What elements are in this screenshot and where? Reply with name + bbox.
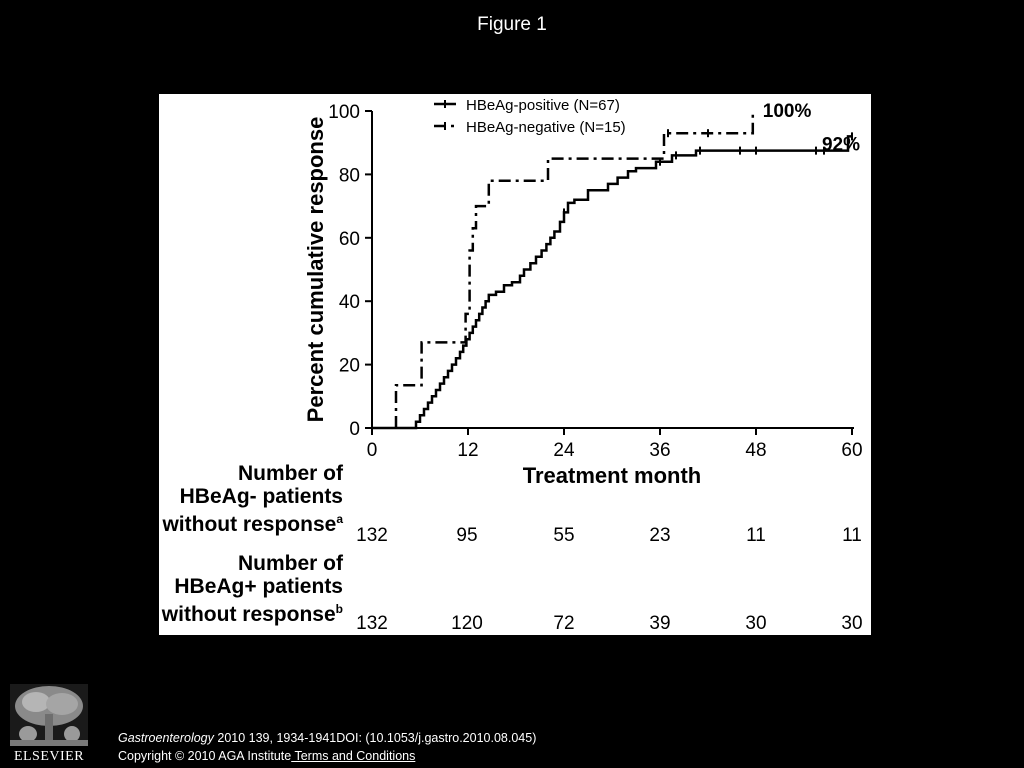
x-tick-label: 0 [367,440,378,461]
end-label-hbeag-negative: 100% [763,101,812,122]
legend-label: HBeAg-positive (N=67) [466,97,620,114]
risk-cell: 39 [649,613,671,634]
y-tick-label: 100 [328,102,360,123]
citation-details: 2010 139, 1934-1941DOI: (10.1053/j.gastr… [213,731,537,745]
x-tick-label: 36 [649,440,670,461]
x-tick-label: 48 [745,440,766,461]
y-tick-label: 60 [339,229,360,250]
footnote-marker: b [335,602,343,616]
risk-label-hbeag-positive: Number of HBeAg+ patients without respon… [162,552,343,626]
end-label-hbeag-positive: 92% [822,134,860,155]
series-line-hbeag-positive [372,135,852,430]
y-tick-label: 80 [339,165,360,186]
series-line-hbeag-negative [394,111,755,428]
y-tick-label: 0 [349,419,360,440]
risk-label-line: without response [162,513,337,536]
elsevier-wordmark: ELSEVIER [13,749,85,764]
y-tick-label: 20 [339,356,360,377]
copyright-text: Copyright © 2010 AGA Institute [118,749,292,763]
x-axis-label: Treatment month [523,463,701,488]
x-tick-label: 12 [457,440,478,461]
risk-row-hbeag-positive: 132 120 72 39 30 30 [159,613,871,637]
risk-cell: 55 [553,525,575,546]
risk-cell: 11 [746,525,766,546]
x-tick-label: 60 [841,440,862,461]
kaplan-meier-chart: 0 20 40 60 80 100 0 12 24 36 48 60 Treatment month Pe… [303,97,863,488]
journal-name: Gastroenterology [118,731,214,745]
terms-link[interactable]: Terms and Conditions [291,749,416,763]
risk-cell: 11 [842,525,862,546]
risk-cell: 72 [553,613,575,634]
risk-cell: 30 [745,613,767,634]
footnote-marker: a [336,512,343,526]
risk-cell: 120 [451,613,483,634]
copyright-line: Copyright © 2010 AGA Institute Terms and… [118,747,536,765]
slide-title: Figure 1 [477,14,547,35]
citation-line: Gastroenterology 2010 139, 1934-1941DOI:… [118,729,536,747]
risk-cell: 23 [649,525,671,546]
risk-label-line: Number of [238,462,343,485]
risk-row-hbeag-negative: 132 95 55 23 11 11 [159,525,871,549]
risk-label-line: HBeAg+ patients [174,575,343,598]
citation-footer: Gastroenterology 2010 139, 1934-1941DOI:… [118,729,536,765]
y-tick-label: 40 [339,292,360,313]
risk-cell: 132 [356,613,388,634]
risk-label-line: without response [161,603,336,626]
risk-label-line: Number of [238,552,343,575]
risk-cell: 95 [456,525,478,546]
x-tick-label: 24 [553,440,575,461]
figure-panel: 0 20 40 60 80 100 0 12 24 36 48 60 Treatment month Pe… [159,94,871,635]
y-axis-label: Percent cumulative response [303,117,328,423]
risk-label-hbeag-negative: Number of HBeAg- patients without respon… [162,462,343,536]
risk-cell: 132 [356,525,388,546]
tree-logo-icon [10,684,88,746]
risk-cell: 30 [841,613,863,634]
legend-label: HBeAg-negative (N=15) [466,119,626,136]
risk-label-line: HBeAg- patients [179,485,343,508]
